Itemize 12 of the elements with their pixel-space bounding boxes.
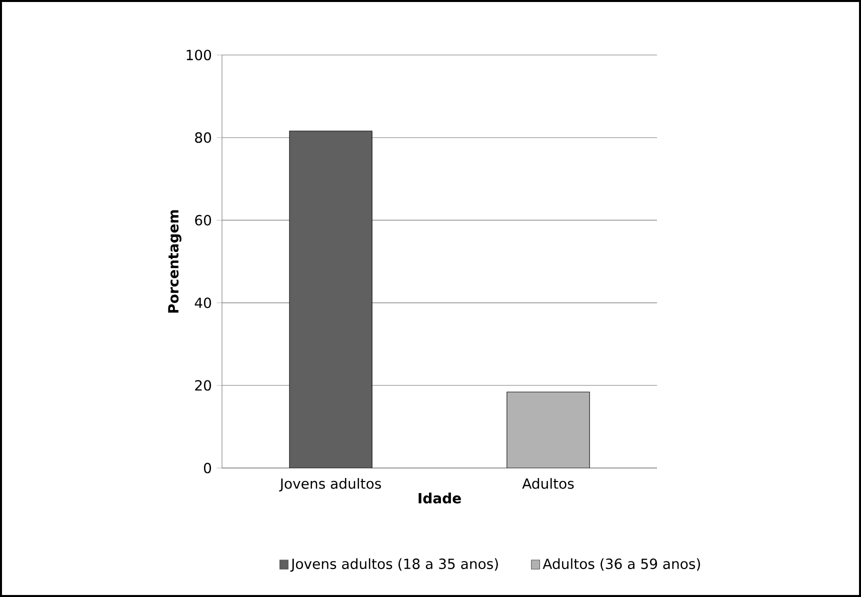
y-tick-label: 60 xyxy=(195,214,212,226)
x-axis-title: Idade xyxy=(418,492,461,504)
y-tick-label: 0 xyxy=(204,462,212,474)
x-tick-label: Jovens adultos xyxy=(279,478,381,492)
y-axis-title: Porcentagem xyxy=(168,210,182,313)
legend-label: Jovens adultos (18 a 35 anos) xyxy=(290,558,498,572)
y-tick-label: 40 xyxy=(194,298,212,308)
x-tick-label: Adultos xyxy=(522,478,574,489)
y-tick-label: 80 xyxy=(195,132,212,143)
y-tick-label: 20 xyxy=(195,380,212,391)
y-tick-label: 100 xyxy=(186,50,212,60)
legend-label: Adultos (36 a 59 anos) xyxy=(542,558,700,571)
